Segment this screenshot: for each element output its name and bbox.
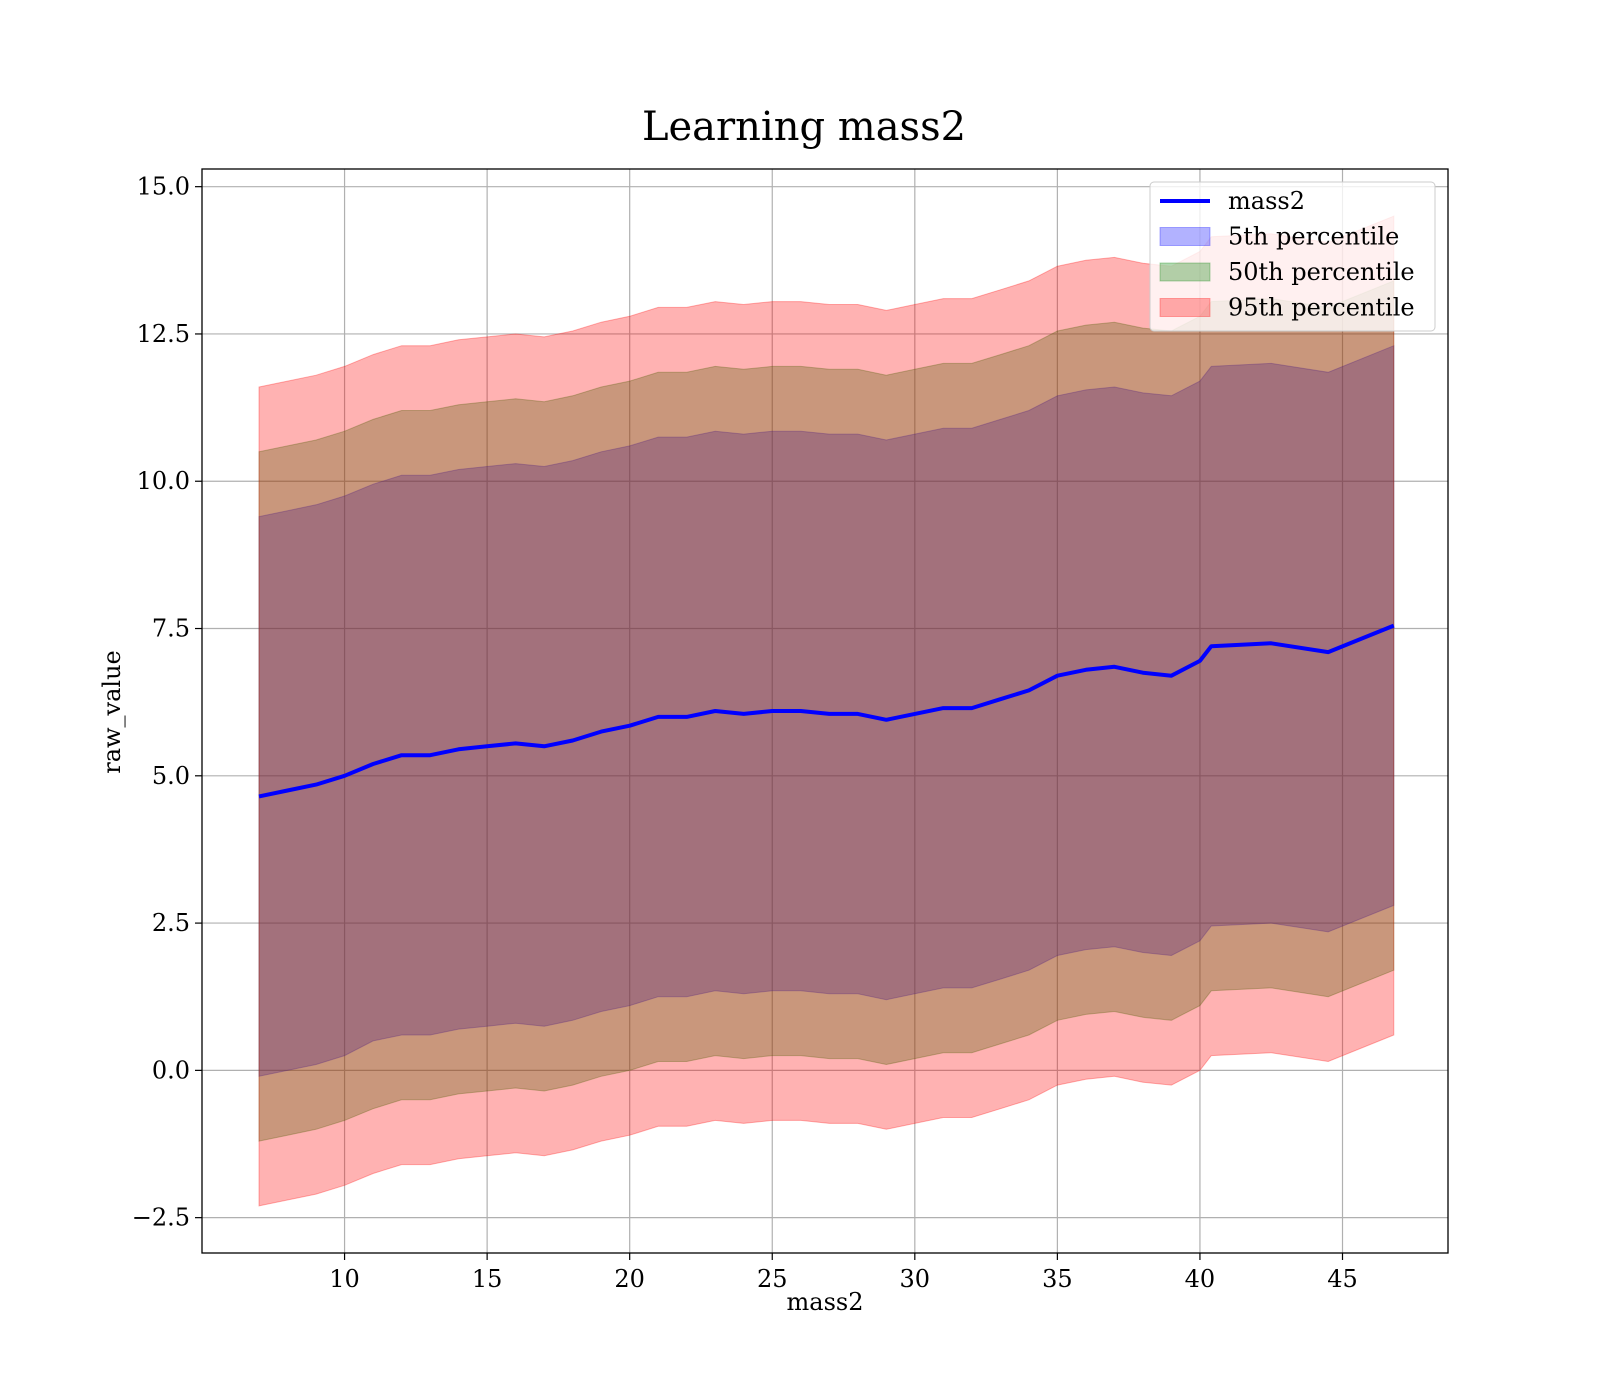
x-tick-label: 20 (614, 1265, 645, 1293)
x-tick-label: 10 (329, 1265, 360, 1293)
legend-box (1149, 181, 1436, 332)
x-tick-label: 40 (1185, 1265, 1216, 1293)
percentile-bands (258, 215, 1395, 1207)
mass2-line-layer (258, 623, 1395, 799)
legend-label: 5th percentile (1228, 223, 1399, 251)
legend-label: 50th percentile (1228, 258, 1415, 286)
axis-ticks: 10 15 20 25 30 35 40 45 −2.5 0.0 2.5 5.0 7.5 10.0 12.5… (132, 173, 1358, 1293)
y-axis-label: raw_value (98, 650, 126, 774)
x-tick-label: 45 (1327, 1265, 1358, 1293)
5th-percentile-band (258, 344, 1395, 1077)
legend-label: mass2 (1228, 187, 1305, 215)
y-tick-label: 0.0 (152, 1056, 190, 1084)
x-tick-label: 15 (472, 1265, 503, 1293)
95th-percentile-band (258, 215, 1395, 1207)
y-tick-label: 2.5 (152, 909, 190, 937)
y-tick-label: −2.5 (132, 1204, 190, 1232)
legend-swatch-band (1159, 227, 1211, 246)
grid (202, 169, 1448, 1253)
x-axis-label: mass2 (787, 1288, 864, 1316)
y-tick-label: 15.0 (137, 173, 190, 201)
y-tick-label: 7.5 (152, 615, 190, 643)
y-tick-label: 10.0 (137, 467, 190, 495)
legend: mass2 5th percentile 50th percentile 95th p… (1149, 181, 1436, 332)
mass2-line (258, 623, 1395, 799)
x-tick-label: 30 (900, 1265, 931, 1293)
plot-frame (201, 168, 1449, 1254)
x-tick-label: 35 (1042, 1265, 1073, 1293)
y-tick-label: 5.0 (152, 762, 190, 790)
legend-swatch-band (1159, 262, 1211, 282)
y-tick-label: 12.5 (137, 320, 190, 348)
x-tick-label: 25 (757, 1265, 788, 1293)
chart-title: Learning mass2 (642, 104, 966, 150)
legend-label: 95th percentile (1228, 294, 1415, 322)
legend-swatch-band (1159, 298, 1211, 317)
50th-percentile-band (258, 280, 1395, 1142)
